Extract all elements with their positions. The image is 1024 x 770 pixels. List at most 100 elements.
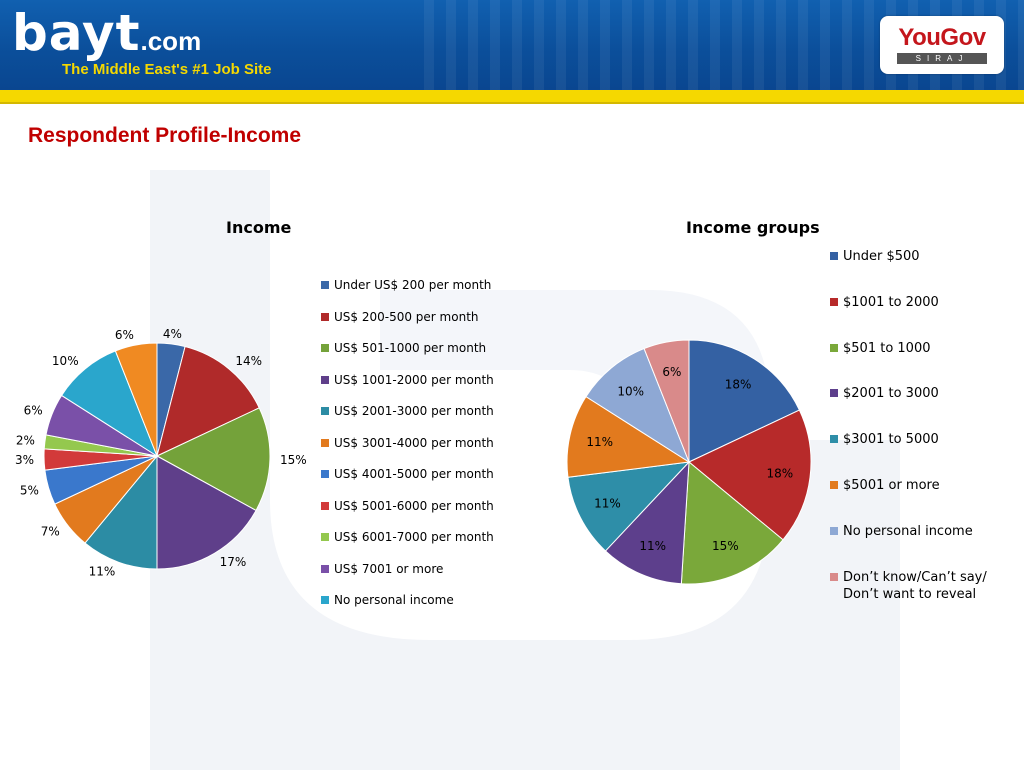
income-groups-legend-label-1: $1001 to 2000 [843, 294, 939, 310]
pie-2-slice-7[interactable] [643, 339, 690, 463]
income-groups-legend-item-6: No personal income [830, 523, 1000, 540]
income-groups-legend-label-5: $5001 or more [843, 478, 940, 493]
income-legend-swatch-9 [321, 564, 329, 573]
income-legend-item-7: US$ 5001-6000 per month [321, 498, 511, 515]
pie-2-label-2: 15% [712, 539, 739, 553]
pie-1-slice-2[interactable] [155, 407, 271, 512]
pie-1-label-7: 3% [15, 453, 34, 467]
pie-1-label-4: 11% [89, 565, 116, 579]
income-groups-chart-title: Income groups [686, 218, 820, 237]
income-legend-label-3: US$ 1001-2000 per month [334, 372, 494, 387]
income-groups-legend-swatch-4 [830, 435, 838, 444]
income-groups-legend-item-7: Don’t know/Can’t say/ Don’t want to reve… [830, 569, 1000, 603]
income-groups-legend-item-5: $5001 or more [830, 477, 1000, 494]
yellow-divider [0, 90, 1024, 102]
income-groups-legend-label-2: $501 to 1000 [843, 340, 931, 356]
pie-1-label-8: 2% [16, 434, 35, 448]
income-legend-swatch-7 [321, 501, 329, 510]
pie-2-slice-0[interactable] [688, 339, 801, 463]
pie-2-slice-1[interactable] [688, 409, 812, 541]
pie-1-slice-11[interactable] [114, 342, 158, 457]
income-groups-legend-swatch-6 [830, 526, 838, 535]
income-groups-legend-label-7: Don’t know/Can’t say/ Don’t want to reve… [843, 569, 987, 602]
pie-1-label-11: 6% [115, 328, 134, 342]
pie-2: 18% 18% 15% 11% 11% 11% 10% 6% [566, 339, 812, 585]
income-legend-swatch-3 [321, 375, 329, 384]
pie-2-slice-6[interactable] [585, 347, 691, 464]
income-legend-item-8: US$ 6001-7000 per month [321, 529, 511, 546]
income-legend-item-5: US$ 3001-4000 per month [321, 435, 511, 452]
pie-1-label-0: 4% [163, 327, 182, 341]
income-groups-legend-item-1: $1001 to 2000 [830, 294, 1000, 311]
pie-2-label-3: 11% [639, 539, 666, 553]
income-legend-item-1: US$ 200-500 per month [321, 309, 511, 326]
logo-text: bayt [12, 4, 141, 62]
income-groups-legend-label-4: $3001 to 5000 [843, 432, 939, 448]
pie-1-slice-4[interactable] [84, 454, 158, 570]
income-legend-swatch-6 [321, 470, 329, 478]
income-legend-label-8: US$ 6001-7000 per month [334, 530, 494, 544]
pie-1-label-10: 10% [52, 354, 79, 368]
pie-1-label-3: 17% [220, 555, 247, 569]
income-legend-label-2: US$ 501-1000 per month [334, 341, 487, 355]
pie-1-slice-3[interactable] [156, 455, 257, 570]
income-groups-legend-swatch-2 [830, 343, 838, 352]
yougov-sub: SIRAJ [897, 53, 987, 64]
income-legend-swatch-0 [321, 281, 329, 289]
income-groups-legend-label-3: $2001 to 3000 [843, 386, 939, 402]
income-legend-label-10: No personal income [334, 593, 454, 607]
income-groups-legend-swatch-1 [830, 297, 838, 306]
yougov-name: YouGov [898, 24, 986, 51]
pie-1-slice-1[interactable] [156, 345, 260, 457]
bayt-logo[interactable]: bayt.com [12, 8, 201, 58]
income-legend-swatch-4 [321, 407, 329, 415]
pie-1-label-6: 5% [20, 483, 39, 497]
income-groups-legend-item-0: Under $500 [830, 248, 1000, 265]
income-legend-item-3: US$ 1001-2000 per month [321, 372, 511, 389]
pie-2-label-5: 11% [586, 435, 613, 449]
income-groups-legend-item-3: $2001 to 3000 [830, 385, 1000, 402]
income-legend-item-6: US$ 4001-5000 per month [321, 466, 511, 483]
income-legend-item-4: US$ 2001-3000 per month [321, 403, 511, 420]
income-groups-legend-label-0: Under $500 [843, 249, 920, 264]
pie-2-label-7: 6% [662, 365, 681, 379]
income-legend-swatch-2 [321, 344, 329, 352]
pie-2-slice-4[interactable] [567, 461, 691, 552]
pie-2-slice-3[interactable] [604, 460, 690, 585]
pie-1: 4% 14% 15% 17% 11% 7% 5% 3% 2% 6% 10% 6% [15, 327, 307, 579]
income-legend-item-0: Under US$ 200 per month [321, 277, 511, 294]
income-groups-legend-label-6: No personal income [843, 523, 973, 539]
logo-suffix: .com [140, 26, 202, 56]
income-legend-label-4: US$ 2001-3000 per month [334, 404, 494, 418]
pie-1-slice-10[interactable] [60, 350, 159, 458]
pie-2-label-0: 18% [725, 378, 752, 392]
yellow-divider-shadow [0, 102, 1024, 104]
pie-1-label-9: 6% [24, 404, 43, 418]
income-legend-item-10: No personal income [321, 592, 511, 609]
income-legend-label-5: US$ 3001-4000 per month [334, 435, 494, 450]
pie-2-slice-2[interactable] [680, 460, 784, 585]
income-groups-legend-item-4: $3001 to 5000 [830, 431, 1000, 448]
page-title: Respondent Profile-Income [28, 124, 302, 147]
pie-2-label-6: 10% [617, 384, 644, 398]
income-legend-label-7: US$ 5001-6000 per month [334, 498, 494, 513]
income-legend-swatch-8 [321, 533, 329, 541]
income-groups-legend-swatch-3 [830, 389, 838, 398]
pie-2-slice-5[interactable] [566, 395, 691, 478]
income-legend-label-9: US$ 7001 or more [334, 561, 444, 576]
income-groups-legend-swatch-0 [830, 252, 838, 260]
pie-1-label-2: 15% [280, 453, 307, 467]
pie-2-label-4: 11% [594, 497, 621, 511]
income-groups-legend-swatch-5 [830, 481, 838, 489]
income-legend-item-9: US$ 7001 or more [321, 561, 511, 578]
tagline: The Middle East's #1 Job Site [62, 61, 272, 78]
pie-2-label-1: 18% [766, 466, 793, 480]
income-legend-label-0: Under US$ 200 per month [334, 278, 492, 292]
income-groups-legend-swatch-7 [830, 572, 838, 581]
yougov-logo[interactable]: YouGov SIRAJ [880, 16, 1004, 74]
income-legend-swatch-10 [321, 596, 329, 604]
income-legend-item-2: US$ 501-1000 per month [321, 340, 511, 357]
income-groups-legend-item-2: $501 to 1000 [830, 340, 1000, 357]
income-legend-swatch-1 [321, 312, 329, 321]
